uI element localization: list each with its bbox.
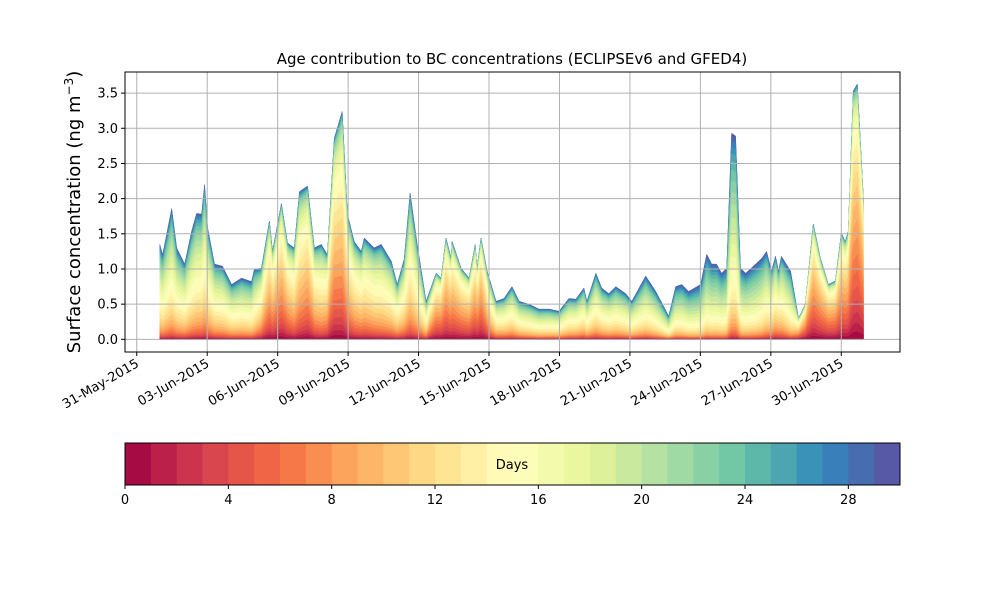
colorbar-segment bbox=[486, 443, 513, 485]
colorbar-tick-label: 28 bbox=[840, 493, 857, 508]
colorbar-segment bbox=[176, 443, 203, 485]
stacked-age-layers bbox=[159, 83, 864, 340]
colorbar-segment bbox=[512, 443, 539, 485]
colorbar-segment bbox=[770, 443, 798, 485]
y-tick-label: 1.0 bbox=[97, 262, 118, 277]
chart-title: Age contribution to BC concentrations (E… bbox=[277, 50, 748, 68]
y-tick-label: 0.0 bbox=[97, 333, 118, 348]
plot-frame bbox=[124, 71, 901, 353]
y-tick-label: 0.5 bbox=[97, 298, 118, 313]
colorbar-segment bbox=[641, 443, 668, 485]
colorbar-segment bbox=[590, 443, 617, 485]
colorbar bbox=[124, 442, 901, 486]
colorbar-label: Days bbox=[496, 458, 529, 473]
colorbar-ticks: 0 4 8 12 16 20 24 28 bbox=[121, 485, 857, 508]
colorbar-segment bbox=[667, 443, 694, 485]
colorbar-segment bbox=[383, 443, 410, 485]
colorbar-tick-label: 4 bbox=[224, 493, 232, 508]
colorbar-tick-label: 12 bbox=[427, 493, 444, 508]
y-tick-label: 3.0 bbox=[97, 122, 118, 137]
y-tick-label: 1.5 bbox=[97, 227, 118, 242]
colorbar-segment bbox=[564, 443, 591, 485]
colorbar-segment bbox=[254, 443, 281, 485]
colorbar-tick-label: 8 bbox=[328, 493, 336, 508]
colorbar-segment bbox=[796, 443, 823, 485]
colorbar-segment bbox=[822, 443, 849, 485]
colorbar-tick-label: 16 bbox=[530, 493, 547, 508]
colorbar-segment bbox=[615, 443, 643, 485]
grid-lines bbox=[125, 72, 900, 352]
colorbar-segment bbox=[435, 443, 462, 485]
colorbar-tick-label: 24 bbox=[737, 493, 754, 508]
colorbar-segment bbox=[848, 443, 875, 485]
colorbar-segment bbox=[331, 443, 358, 485]
colorbar-segment bbox=[150, 443, 178, 485]
y-axis-label: Surface concentration (ng m−3) bbox=[62, 71, 85, 354]
colorbar-segment bbox=[693, 443, 720, 485]
colorbar-segment bbox=[280, 443, 307, 485]
colorbar-tick-label: 0 bbox=[121, 493, 129, 508]
colorbar-frame bbox=[124, 442, 901, 486]
colorbar-segment bbox=[874, 443, 901, 485]
colorbar-segment bbox=[202, 443, 229, 485]
colorbar-segment bbox=[409, 443, 436, 485]
colorbar-segment bbox=[745, 443, 772, 485]
colorbar-segment bbox=[357, 443, 384, 485]
y-axis: 0.0 0.5 1.0 1.5 2.0 2.5 3.0 3.5 bbox=[97, 87, 125, 348]
y-tick-label: 3.5 bbox=[97, 87, 118, 102]
colorbar-segment bbox=[125, 443, 152, 485]
colorbar-segment bbox=[719, 443, 746, 485]
colorbar-tick-label: 20 bbox=[633, 493, 650, 508]
y-tick-label: 2.5 bbox=[97, 157, 118, 172]
colorbar-segment bbox=[228, 443, 255, 485]
colorbar-segment bbox=[538, 443, 565, 485]
colorbar-segment bbox=[460, 443, 488, 485]
y-tick-label: 2.0 bbox=[97, 192, 118, 207]
colorbar-segment bbox=[305, 443, 333, 485]
